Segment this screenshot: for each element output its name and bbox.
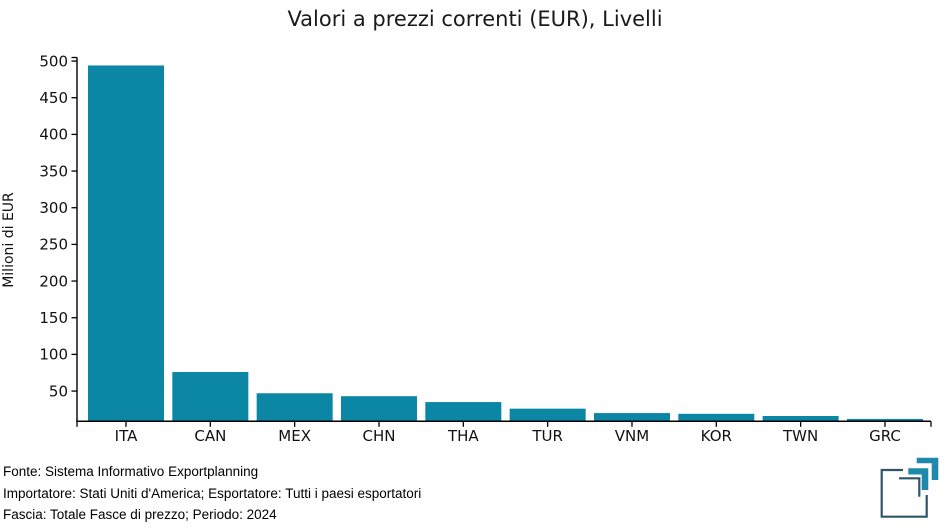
logo-outer-square	[880, 468, 928, 518]
y-tick-label: 450	[39, 89, 68, 107]
x-tick-label-CAN: CAN	[194, 427, 226, 445]
exportplanning-logo	[880, 457, 939, 518]
bar-CHN	[340, 396, 417, 422]
bar-GRC	[846, 418, 923, 422]
bar-ITA	[88, 65, 164, 422]
x-tick-label-ITA: ITA	[115, 427, 138, 445]
y-tick-label: 400	[39, 126, 68, 144]
bar-MEX	[256, 393, 333, 422]
x-tick-label-VNM: VNM	[615, 427, 649, 445]
x-tick-label-TUR: TUR	[531, 427, 563, 445]
y-tick-label: 250	[39, 236, 68, 254]
logo-inner-corner	[899, 477, 921, 497]
chart-title: Valori a prezzi correnti (EUR), Livelli	[287, 7, 663, 31]
footer-importer-exporter: Importatore: Stati Uniti d'America; Espo…	[3, 485, 422, 501]
x-tick-label-GRC: GRC	[869, 427, 901, 445]
bar-VNM	[593, 413, 670, 422]
x-tick-label-THA: THA	[447, 427, 479, 445]
y-tick-label: 350	[39, 162, 68, 180]
y-tick-label: 500	[39, 52, 68, 70]
logo-teal-corner-top	[916, 457, 939, 480]
y-tick-label: 300	[39, 199, 68, 217]
bar-THA	[425, 402, 502, 422]
footer-fascia-period: Fascia: Totale Fasce di prezzo; Periodo:…	[3, 507, 277, 522]
y-tick-label: 200	[39, 272, 68, 290]
bar-CAN	[172, 371, 249, 422]
footer-source: Fonte: Sistema Informativo Exportplannin…	[3, 464, 259, 479]
y-tick-label: 50	[49, 382, 68, 400]
x-tick-label-TWN: TWN	[782, 427, 818, 445]
x-tick-label-MEX: MEX	[278, 427, 311, 445]
bar-chart-canvas: 50 100 150 200 250 300 350 400 450 500 ITA CAN MEX CH…	[39, 52, 932, 445]
bar-TWN	[762, 415, 839, 422]
x-tick-label-CHN: CHN	[362, 427, 395, 445]
y-tick-label: 150	[39, 309, 68, 327]
y-tick-label: 100	[39, 346, 68, 364]
bar-TUR	[509, 408, 586, 422]
logo-teal-corner-mid	[908, 468, 929, 490]
chart-footer: Fonte: Sistema Informativo Exportplannin…	[3, 461, 421, 526]
x-tick-label-KOR: KOR	[701, 427, 732, 445]
bar-KOR	[678, 413, 755, 422]
